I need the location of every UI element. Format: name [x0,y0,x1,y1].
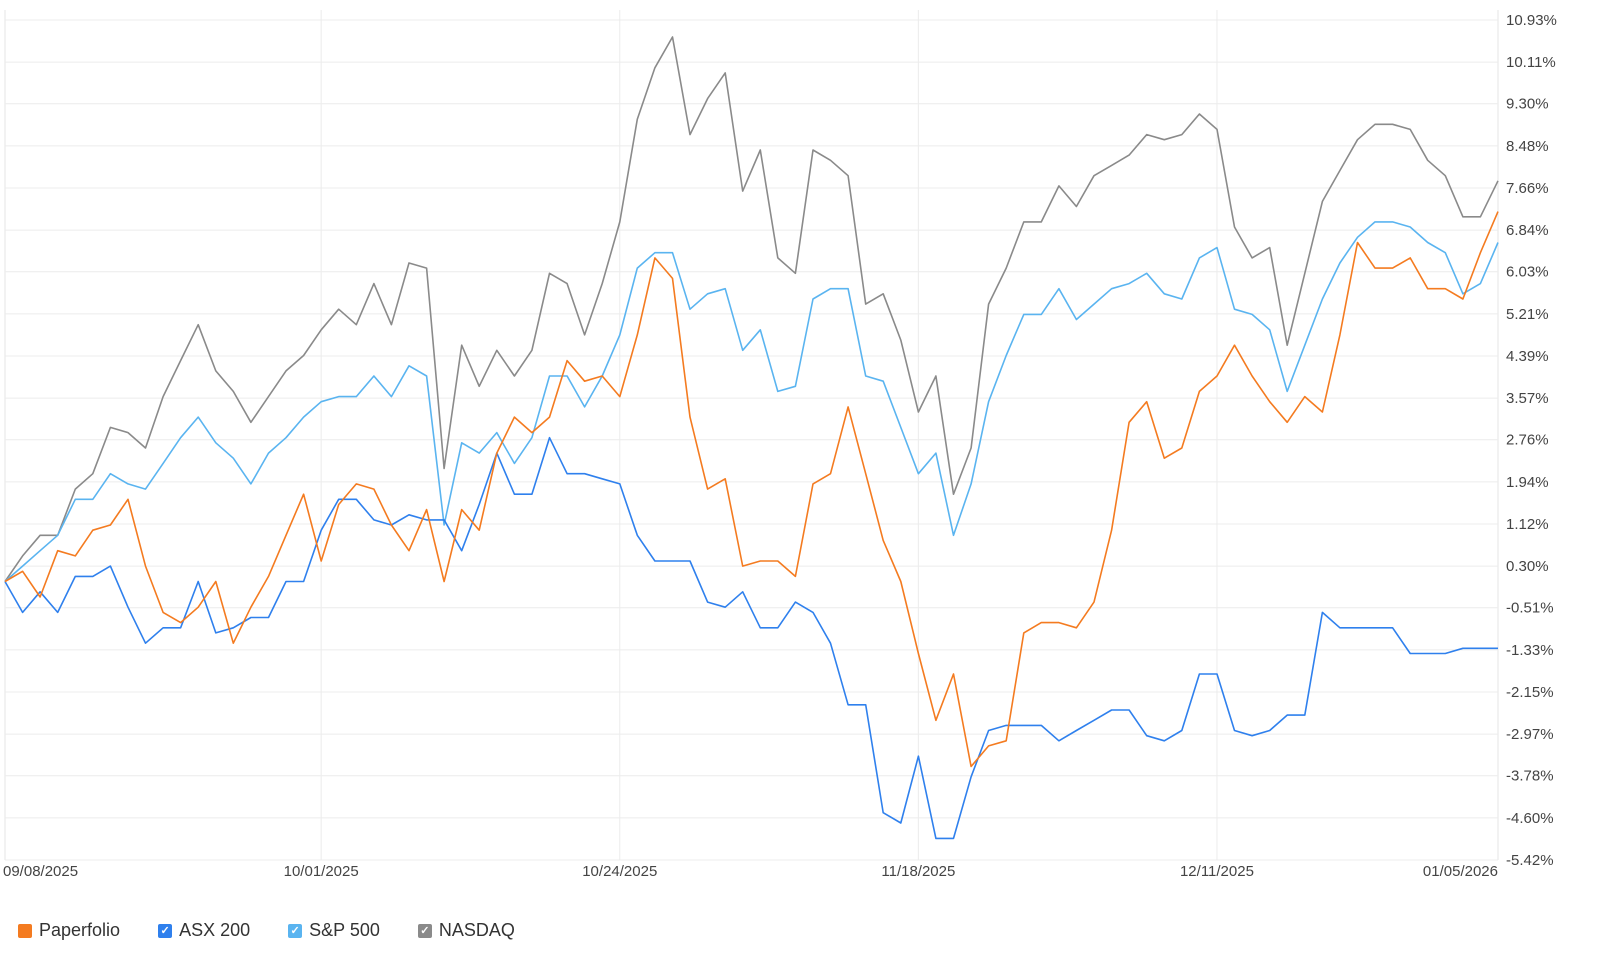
legend-label-asx200: ASX 200 [179,920,251,940]
legend-item-asx200[interactable]: ✓ ASX 200 [158,920,250,941]
x-tick-label: 10/24/2025 [582,863,657,880]
y-tick-label: 0.30% [1506,558,1549,575]
legend-item-paperfolio[interactable]: Paperfolio [18,920,120,941]
legend-label-sp500: S&P 500 [309,920,380,940]
y-tick-label: 5.21% [1506,306,1549,323]
series-line-nasdaq[interactable] [4,36,1499,582]
series-lines [4,36,1499,840]
y-tick-label: 2.76% [1506,432,1549,449]
grid [4,10,1499,861]
y-tick-label: 1.94% [1506,474,1549,491]
y-tick-label: 8.48% [1506,138,1549,155]
y-tick-label: 4.39% [1506,348,1549,365]
y-tick-label: -2.97% [1506,726,1554,743]
y-tick-label: 6.03% [1506,264,1549,281]
square-icon [18,923,32,938]
y-tick-label: 6.84% [1506,222,1549,239]
y-tick-label: 3.57% [1506,390,1549,407]
series-line-asx-200[interactable] [4,436,1498,840]
y-tick-label: 10.93% [1506,12,1557,29]
y-tick-label: 7.66% [1506,180,1549,197]
legend-item-nasdaq[interactable]: ✓ NASDAQ [417,920,515,941]
legend-item-sp500[interactable]: ✓ S&P 500 [288,920,380,941]
y-tick-label: 9.30% [1506,96,1549,113]
y-tick-label: -3.78% [1506,768,1554,785]
legend-label-nasdaq: NASDAQ [438,920,515,940]
x-tick-label: 11/18/2025 [881,863,955,880]
x-axis: 09/08/2025 10/01/2025 10/24/2025 11/18/2025… [3,863,1498,880]
x-tick-label: 12/11/2025 [1180,863,1254,880]
y-tick-label: -0.51% [1506,600,1554,617]
series-line-paperfolio[interactable] [4,211,1499,768]
y-tick-label: -5.42% [1506,852,1554,869]
x-tick-label: 01/05/2026 [1423,863,1498,880]
x-tick-label: 10/01/2025 [284,863,359,880]
line-chart: 09/08/2025 10/01/2025 10/24/2025 11/18/2025… [3,10,1557,880]
x-tick-label: 09/08/2025 [3,863,78,880]
checkbox-checked-icon: ✓ [158,923,173,938]
y-axis: 10.93% 10.11% 9.30% 8.48% 7.66% 6.84% 6.03% 5.2… [1506,12,1557,869]
checkbox-checked-icon: ✓ [288,923,303,938]
legend: Paperfolio ✓ ASX 200 ✓ S&P 500 ✓ NASDAQ [18,920,515,941]
legend-label-paperfolio: Paperfolio [39,920,121,940]
checkbox-checked-icon: ✓ [417,923,432,938]
y-tick-label: 10.11% [1506,54,1556,71]
y-tick-label: -4.60% [1506,810,1554,827]
series-line-s-p-500[interactable] [4,221,1499,583]
y-tick-label: -1.33% [1506,642,1554,659]
y-tick-label: -2.15% [1506,684,1554,701]
y-tick-label: 1.12% [1506,516,1549,533]
